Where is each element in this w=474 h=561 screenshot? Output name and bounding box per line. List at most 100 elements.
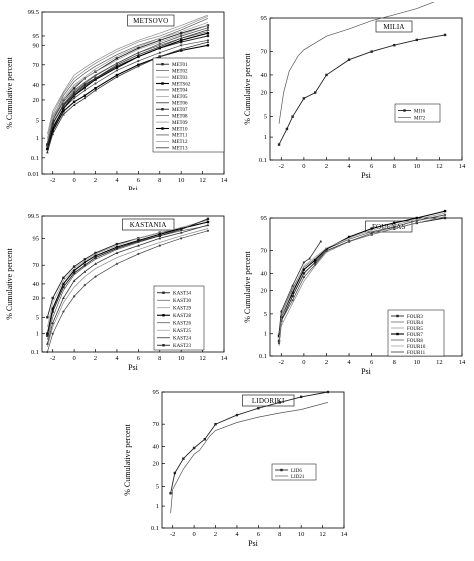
data-point bbox=[158, 55, 162, 58]
x-tick-label: 2 bbox=[214, 531, 217, 538]
chart-title: FOUENAS bbox=[372, 223, 406, 231]
data-point bbox=[115, 73, 119, 77]
x-tick-label: 2 bbox=[325, 163, 328, 170]
legend-box bbox=[153, 285, 205, 351]
y-tick-label: 95 bbox=[261, 215, 268, 222]
data-point bbox=[278, 401, 281, 404]
x-tick-label: 14 bbox=[459, 163, 466, 170]
x-tick-label: 12 bbox=[199, 355, 206, 362]
series-line bbox=[278, 212, 446, 340]
legend-label: MET13 bbox=[172, 147, 188, 152]
data-point bbox=[257, 407, 260, 410]
data-point bbox=[115, 247, 119, 250]
y-tick-label: 40 bbox=[33, 82, 40, 89]
data-point bbox=[72, 279, 76, 282]
data-point bbox=[46, 147, 49, 151]
data-point bbox=[179, 228, 183, 231]
chart-panel-fouenas: -2 0 2 4 6 8 10 12 14 0.1 1 5 20 40 70 95 Psi % Cumulativ… bbox=[240, 200, 472, 380]
data-point bbox=[94, 256, 97, 259]
data-point bbox=[115, 245, 119, 249]
x-tick-label: 10 bbox=[178, 177, 185, 184]
data-point bbox=[206, 229, 210, 232]
x-tick-label: 6 bbox=[370, 359, 374, 366]
legend-label: KAST25 bbox=[173, 329, 192, 334]
data-point bbox=[415, 219, 418, 222]
data-point bbox=[115, 69, 119, 72]
chart-milia: -2 0 2 4 6 8 10 12 14 0.1 1 5 20 40 70 95 Psi % Cumulativ… bbox=[243, 0, 466, 180]
data-point bbox=[291, 291, 294, 294]
data-point bbox=[370, 232, 373, 235]
data-point bbox=[291, 284, 294, 287]
chart-panel-milia: -2 0 2 4 6 8 10 12 14 0.1 1 5 20 40 70 95 Psi % Cumulativ… bbox=[240, 0, 472, 190]
series-line bbox=[47, 25, 209, 142]
data-point bbox=[73, 90, 76, 93]
data-point bbox=[83, 258, 87, 261]
data-point bbox=[72, 93, 76, 96]
series-line bbox=[278, 34, 446, 145]
y-axis-label: % Cumulative percent bbox=[5, 247, 14, 319]
x-tick-label: 4 bbox=[347, 359, 351, 366]
data-point bbox=[443, 209, 447, 213]
x-axis-label: Psi bbox=[128, 363, 139, 372]
legend-label: KAST29 bbox=[173, 307, 192, 312]
data-point bbox=[393, 43, 396, 47]
legend-label: MET01 bbox=[172, 63, 188, 68]
y-tick-label: 1 bbox=[264, 331, 267, 338]
data-point bbox=[206, 32, 210, 35]
data-point bbox=[158, 39, 161, 42]
data-point bbox=[203, 438, 207, 441]
x-tick-label: 2 bbox=[94, 177, 97, 184]
data-point bbox=[46, 332, 49, 335]
data-point bbox=[51, 307, 54, 310]
legend-label: MET09 bbox=[172, 121, 188, 126]
data-point bbox=[115, 57, 119, 60]
data-point bbox=[45, 150, 49, 154]
y-tick-label: 5 bbox=[264, 114, 267, 121]
data-point bbox=[279, 309, 283, 313]
data-point bbox=[83, 94, 87, 97]
y-tick-label: 0.1 bbox=[259, 157, 267, 164]
y-tick-label: 95 bbox=[153, 389, 160, 396]
x-tick-label: 4 bbox=[115, 177, 119, 184]
data-point bbox=[83, 284, 86, 287]
x-tick-label: -2 bbox=[279, 163, 284, 170]
series-line bbox=[278, 216, 446, 347]
legend-label: FOUR3 bbox=[407, 315, 423, 320]
data-point bbox=[62, 276, 65, 280]
data-point bbox=[62, 310, 65, 313]
series-line bbox=[47, 228, 208, 347]
data-point bbox=[46, 145, 49, 148]
data-point bbox=[443, 213, 447, 217]
chart-title-box bbox=[122, 218, 175, 231]
data-point bbox=[62, 285, 65, 289]
legend-label: MI72 bbox=[414, 116, 426, 121]
data-point bbox=[180, 44, 183, 47]
chart-title: MILIA bbox=[383, 23, 404, 31]
legend-label: MET06 bbox=[172, 102, 188, 107]
chart-fouenas: -2 0 2 4 6 8 10 12 14 0.1 1 5 20 40 70 95 Psi % Cumulativ… bbox=[243, 209, 466, 376]
data-point bbox=[51, 332, 54, 335]
data-point bbox=[158, 244, 161, 247]
data-point bbox=[83, 84, 87, 88]
data-point bbox=[313, 258, 317, 262]
data-point bbox=[72, 100, 76, 104]
legend-marker bbox=[161, 127, 164, 130]
legend-label: KAST23 bbox=[173, 344, 192, 349]
data-point bbox=[72, 265, 76, 268]
data-point bbox=[62, 112, 65, 116]
y-tick-label: 95 bbox=[261, 15, 268, 22]
x-tick-label: 8 bbox=[158, 177, 161, 184]
data-point bbox=[158, 233, 161, 236]
data-point bbox=[313, 261, 317, 264]
y-tick-label: 1 bbox=[36, 331, 39, 338]
data-point bbox=[302, 276, 305, 279]
x-tick-label: 10 bbox=[178, 355, 185, 362]
data-point bbox=[137, 46, 140, 50]
data-point bbox=[179, 32, 183, 35]
y-tick-label: 5 bbox=[36, 314, 39, 321]
legend-label: MET11 bbox=[172, 134, 188, 139]
legend-label: KAST26 bbox=[173, 322, 192, 327]
data-point bbox=[313, 91, 317, 94]
y-tick-label: 95 bbox=[33, 235, 40, 242]
chart-title: LIDORIKI bbox=[252, 397, 285, 405]
